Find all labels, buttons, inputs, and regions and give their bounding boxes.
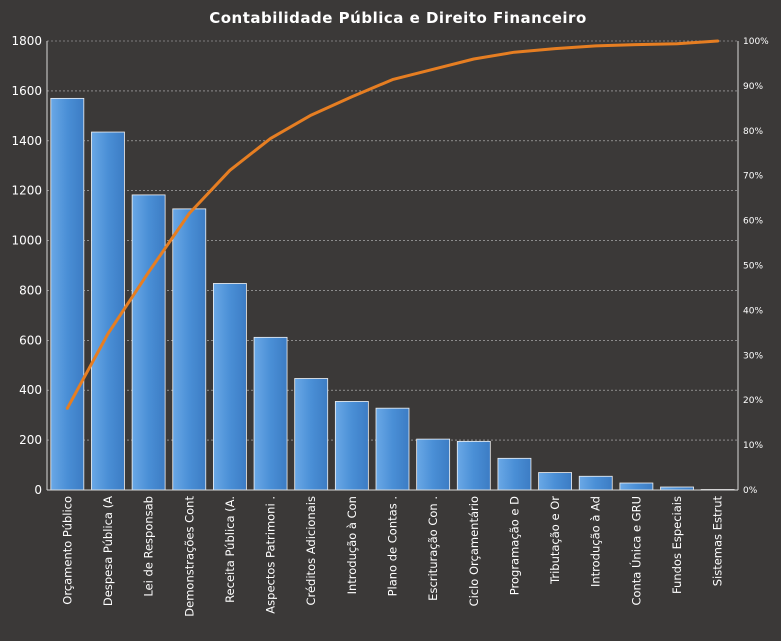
bars	[50, 97, 735, 491]
bar	[131, 194, 166, 491]
x-tick-label: Despesa Pública (A	[101, 496, 115, 606]
y-right-tick-label: 20%	[743, 396, 763, 406]
x-tick-label: Introdução à Ad	[589, 496, 603, 587]
y-left-tick-label: 1400	[11, 134, 42, 148]
bar	[50, 97, 85, 491]
bar	[294, 378, 329, 491]
bar	[416, 438, 451, 491]
x-tick-label: Receita Pública (A.	[223, 496, 237, 603]
x-tick-label: Programação e D	[507, 496, 521, 595]
right-axis-ticks: 0% 10% 20% 30% 40% 50% 60% 70% 80% 90% 100%	[743, 37, 769, 496]
y-left-tick-label: 400	[19, 383, 42, 397]
cumulative-percent-line	[65, 39, 720, 410]
y-right-tick-label: 80%	[743, 127, 763, 137]
bar	[456, 440, 491, 491]
bar	[497, 457, 532, 491]
y-left-tick-label: 1800	[11, 34, 42, 48]
x-tick-label: Tributação e Or	[548, 496, 562, 585]
x-tick-label: Conta Única e GRU	[628, 496, 643, 606]
left-axis-ticks: 0 200 400 600 800 1000 1200 1400 1600 1800	[11, 34, 42, 497]
y-right-tick-label: 100%	[743, 37, 769, 47]
cumulative-line	[65, 39, 720, 410]
chart-title: Contabilidade Pública e Direito Financei…	[209, 9, 587, 27]
y-left-tick-label: 800	[19, 283, 42, 297]
y-left-tick-label: 1600	[11, 84, 42, 98]
x-tick-label: Fundos Especiais	[670, 496, 684, 594]
y-right-tick-label: 70%	[743, 172, 763, 182]
x-tick-label: Plano de Contas .	[386, 496, 400, 596]
x-tick-label: Lei de Responsab	[142, 496, 156, 597]
bar	[578, 475, 613, 491]
x-tick-label: Introdução à Con	[345, 496, 359, 594]
y-left-tick-label: 1000	[11, 234, 42, 248]
x-tick-label: Escrituração Con .	[426, 496, 440, 601]
y-left-tick-label: 200	[19, 433, 42, 447]
bar	[253, 336, 288, 491]
y-right-tick-label: 0%	[743, 486, 758, 496]
x-tick-label: Orçamento Público	[60, 496, 74, 605]
x-tick-label: Demonstrações Cont	[182, 496, 196, 617]
bar	[91, 131, 125, 491]
y-right-tick-label: 40%	[743, 306, 763, 316]
bar	[172, 208, 207, 491]
bar	[619, 482, 654, 491]
x-tick-label: Sistemas Estrut	[711, 496, 725, 587]
y-right-tick-label: 30%	[743, 351, 763, 361]
y-left-tick-label: 1200	[11, 184, 42, 198]
bar	[538, 472, 572, 491]
y-right-tick-label: 10%	[743, 441, 763, 451]
y-right-tick-label: 90%	[743, 82, 763, 92]
y-left-tick-label: 0	[34, 483, 42, 497]
x-tick-label: Créditos Adicionais	[304, 496, 318, 606]
y-right-tick-label: 60%	[743, 217, 763, 227]
bar	[213, 283, 247, 491]
x-axis-ticks: Orçamento Público Despesa Pública (A Lei d…	[60, 496, 724, 617]
bar	[375, 407, 410, 491]
axes	[46, 41, 739, 491]
x-tick-label: Ciclo Orçamentário	[467, 496, 481, 606]
y-left-tick-label: 600	[19, 333, 42, 347]
x-tick-label: Aspectos Patrimoni .	[264, 496, 278, 614]
y-right-tick-label: 50%	[743, 262, 763, 272]
bar	[334, 401, 369, 491]
